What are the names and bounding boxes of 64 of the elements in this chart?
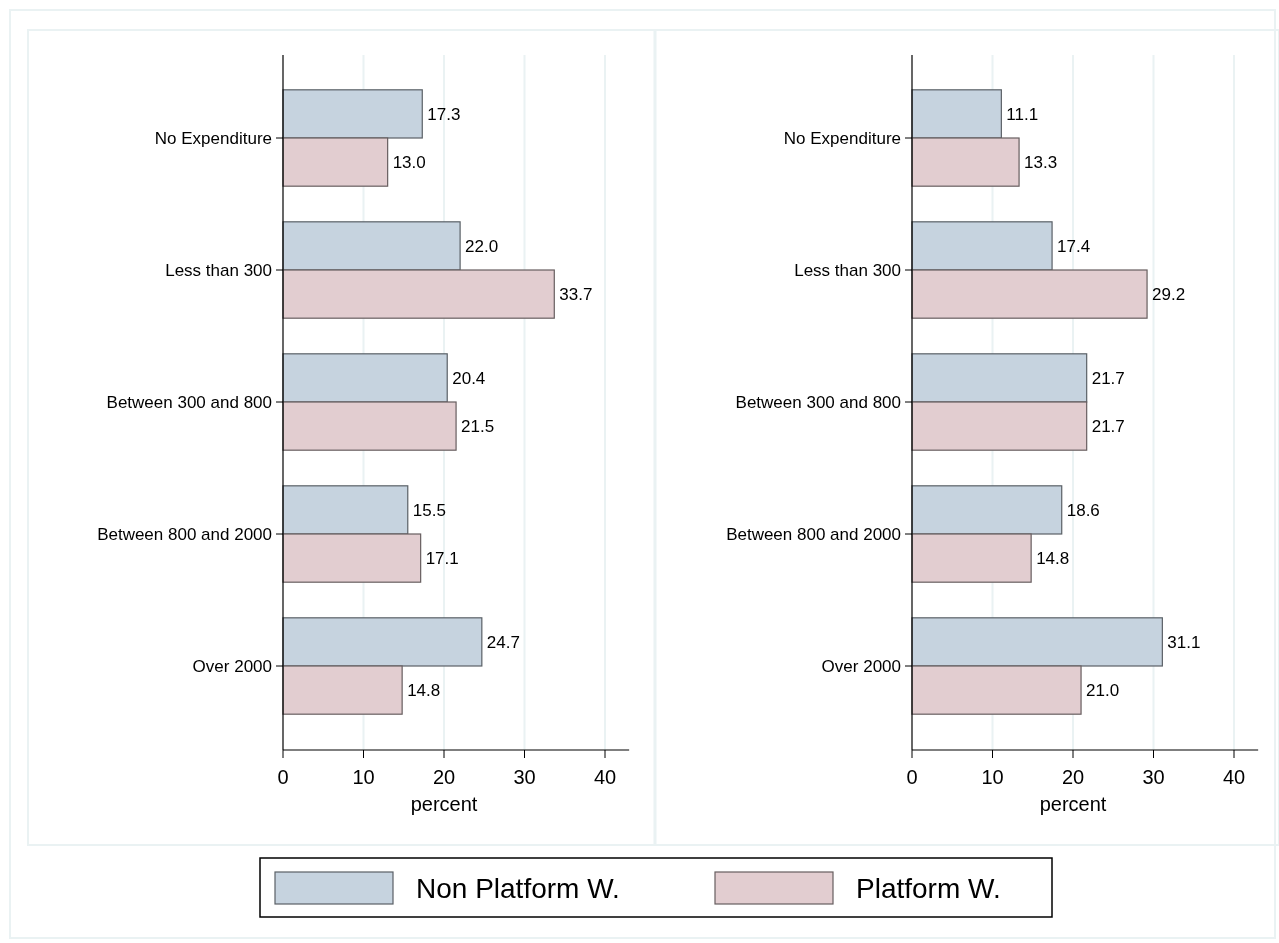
data-label: 18.6 <box>1066 500 1100 520</box>
y-tick-label: Between 300 and 800 <box>735 392 901 412</box>
data-label: 17.4 <box>1057 236 1091 256</box>
data-label: 21.7 <box>1091 417 1125 437</box>
y-tick-label: Between 300 and 800 <box>106 392 272 412</box>
x-tick-label: 0 <box>906 766 918 788</box>
data-label: 20.4 <box>452 368 486 388</box>
x-tick-label: 0 <box>277 766 289 788</box>
data-label: 14.8 <box>1036 549 1070 569</box>
data-label: 21.5 <box>461 417 495 437</box>
x-tick-label: 30 <box>1142 766 1165 788</box>
data-label: 17.1 <box>425 549 459 569</box>
x-tick-label: 20 <box>1061 766 1085 788</box>
y-tick-label: Less than 300 <box>165 260 272 280</box>
x-tick-label: 40 <box>1222 766 1246 788</box>
y-tick-label: Over 2000 <box>192 656 272 676</box>
x-axis-title: percent <box>410 793 478 815</box>
x-tick-label: 10 <box>981 766 1004 788</box>
bar <box>911 137 1020 187</box>
bar <box>282 617 483 667</box>
data-label: 17.3 <box>427 104 461 124</box>
y-tick-label: No Expenditure <box>154 128 272 148</box>
bar <box>911 401 1088 451</box>
bar <box>911 665 1082 715</box>
bar <box>911 269 1148 319</box>
bar <box>911 617 1163 667</box>
data-label: 15.5 <box>412 500 446 520</box>
legend-label: Platform W. <box>856 872 1001 904</box>
bar <box>282 137 389 187</box>
x-tick-label: 10 <box>352 766 375 788</box>
bar <box>282 485 409 535</box>
data-label: 21.0 <box>1086 681 1120 701</box>
bar <box>282 89 423 139</box>
data-label: 29.2 <box>1152 285 1186 305</box>
x-tick-label: 20 <box>432 766 456 788</box>
data-label: 22.0 <box>465 236 499 256</box>
bar <box>911 485 1063 535</box>
x-axis-title: percent <box>1039 793 1107 815</box>
y-tick-label: No Expenditure <box>783 128 901 148</box>
bar <box>282 665 403 715</box>
bar <box>282 221 461 271</box>
y-tick-label: Over 2000 <box>821 656 901 676</box>
bar <box>282 353 448 403</box>
y-tick-label: Between 800 and 2000 <box>97 524 272 544</box>
data-label: 11.1 <box>1006 104 1039 124</box>
legend-label: Non Platform W. <box>416 872 620 904</box>
bar <box>911 533 1032 583</box>
bar <box>282 533 422 583</box>
y-tick-label: Less than 300 <box>794 260 901 280</box>
data-label: 13.3 <box>1024 153 1058 173</box>
x-tick-label: 40 <box>593 766 617 788</box>
data-label: 14.8 <box>407 681 441 701</box>
data-label: 33.7 <box>559 285 593 305</box>
y-tick-label: Between 800 and 2000 <box>726 524 901 544</box>
bar <box>911 221 1053 271</box>
x-tick-label: 30 <box>513 766 536 788</box>
data-label: 24.7 <box>486 632 520 652</box>
data-label: 13.0 <box>392 153 426 173</box>
bar <box>911 353 1088 403</box>
bar <box>282 269 555 319</box>
bar <box>282 401 457 451</box>
bar <box>911 89 1002 139</box>
data-label: 21.7 <box>1091 368 1125 388</box>
data-label: 31.1 <box>1167 632 1201 652</box>
